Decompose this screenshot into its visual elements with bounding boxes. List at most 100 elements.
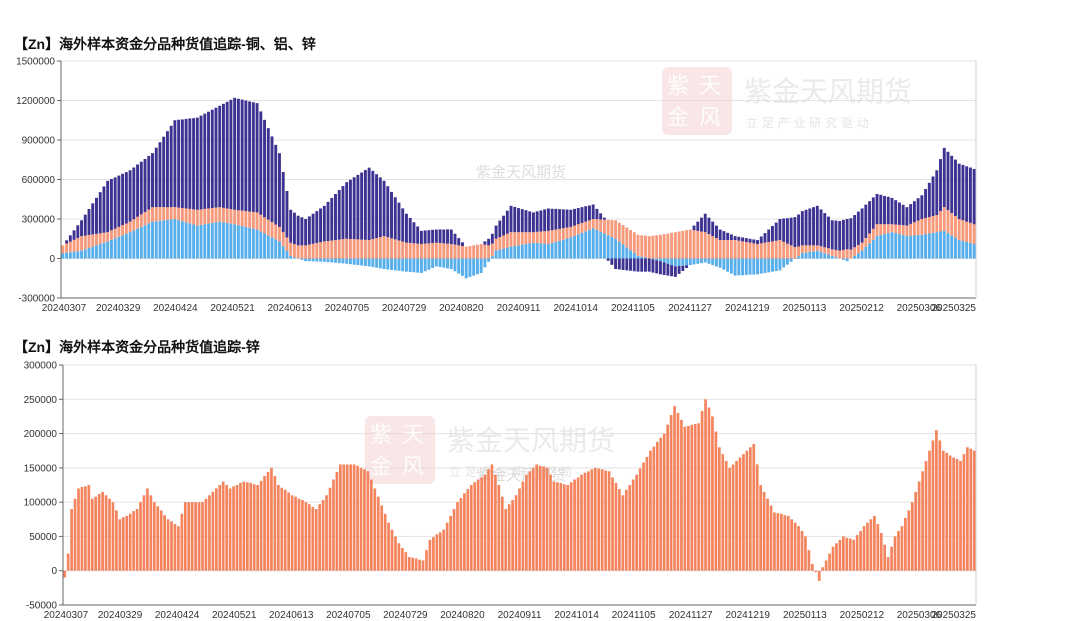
bar-copper [595,208,599,220]
bar-zinc [342,464,346,571]
bar-zinc [652,446,656,571]
bar-zinc [326,258,330,263]
bar-zinc [393,258,397,271]
bar-copper [427,230,431,244]
bar-copper [158,142,162,208]
bar-zinc [163,515,166,571]
bar-zinc [418,559,421,571]
bar-copper [931,176,935,216]
bar-aluminum [390,238,393,259]
bar-copper [965,166,969,222]
bar-aluminum [240,210,244,226]
bar-copper [91,203,95,235]
bar-aluminum [950,213,954,236]
bar-zinc [183,502,187,571]
bar-zinc [871,239,875,259]
bar-zinc [352,464,356,571]
bar-aluminum [711,236,715,259]
bar-aluminum [883,224,886,235]
bar-zinc [330,258,334,263]
bar-zinc [645,456,649,571]
bar-aluminum [278,226,281,242]
bar-aluminum [199,209,203,225]
bar-aluminum [554,229,558,242]
bar-copper [543,209,547,232]
bar-zinc [102,242,106,259]
bar-zinc [449,258,453,270]
bar-copper [87,208,91,235]
bar-zinc [498,249,502,259]
bar-zinc [859,530,862,571]
bar-zinc [90,498,94,571]
bar-zinc [65,252,69,259]
bar-copper [285,190,289,238]
bar-zinc [136,228,140,259]
bar-zinc [636,255,640,259]
bar-zinc [473,482,477,571]
bar-zinc [188,223,192,259]
bar-zinc [669,415,673,571]
bar-copper [102,186,106,233]
bar-zinc [341,258,345,264]
bar-zinc [800,530,804,571]
bar-zinc [606,235,610,259]
bar-zinc [621,495,625,571]
bar-copper [401,208,405,242]
bar-zinc [77,488,80,571]
bar-zinc [686,426,690,571]
bar-zinc [721,454,725,571]
bar-zinc [274,239,278,259]
bar-zinc [428,539,432,571]
bar-zinc [525,474,528,571]
bar-zinc [266,235,270,259]
bar-copper [655,260,659,274]
bar-copper [718,229,722,241]
bar-aluminum [461,245,464,259]
bar-copper [647,258,651,272]
bar-zinc [778,258,782,271]
bar-zinc [423,258,427,272]
bar-aluminum [195,209,199,226]
bar-copper [968,167,972,223]
bar-copper [748,238,752,243]
watermark-logo-glyph: 金 [667,106,689,131]
bar-zinc [255,229,259,259]
bar-zinc [518,488,521,571]
bar-zinc [614,482,618,571]
bar-zinc [700,410,704,571]
bar-aluminum [487,245,491,259]
bar-copper [673,266,677,277]
y-tick-label: -50000 [26,601,58,612]
bar-zinc [786,515,790,571]
bar-aluminum [677,231,681,259]
chart-top: -300000 0 300000 600000 900000 1200000 1500000… [16,57,977,314]
bar-zinc [600,469,604,571]
bar-zinc [434,258,438,267]
bar-zinc [91,246,95,259]
bar-zinc [72,251,76,259]
bar-zinc [229,223,233,259]
bar-copper [143,158,147,213]
bar-zinc [573,235,576,259]
x-tick-label: 20250306 [897,303,942,314]
bar-aluminum [91,234,95,247]
bar-copper [218,105,222,208]
bar-zinc [644,257,647,259]
bar-zinc [745,450,749,571]
bar-zinc [184,222,188,259]
bar-zinc [883,544,887,571]
bar-zinc [319,258,323,262]
bar-zinc [180,221,184,259]
bar-aluminum [845,249,849,259]
bar-aluminum [274,224,278,240]
bar-zinc [890,232,894,259]
bar-copper [950,155,954,214]
bar-copper [517,208,520,233]
bar-copper [95,197,98,234]
bar-aluminum [920,219,924,235]
x-tick-label: 20240820 [440,610,485,621]
x-tick-label: 20241014 [553,303,598,314]
bar-aluminum [819,246,823,252]
bar-aluminum [860,242,864,251]
bar-zinc [117,236,121,259]
